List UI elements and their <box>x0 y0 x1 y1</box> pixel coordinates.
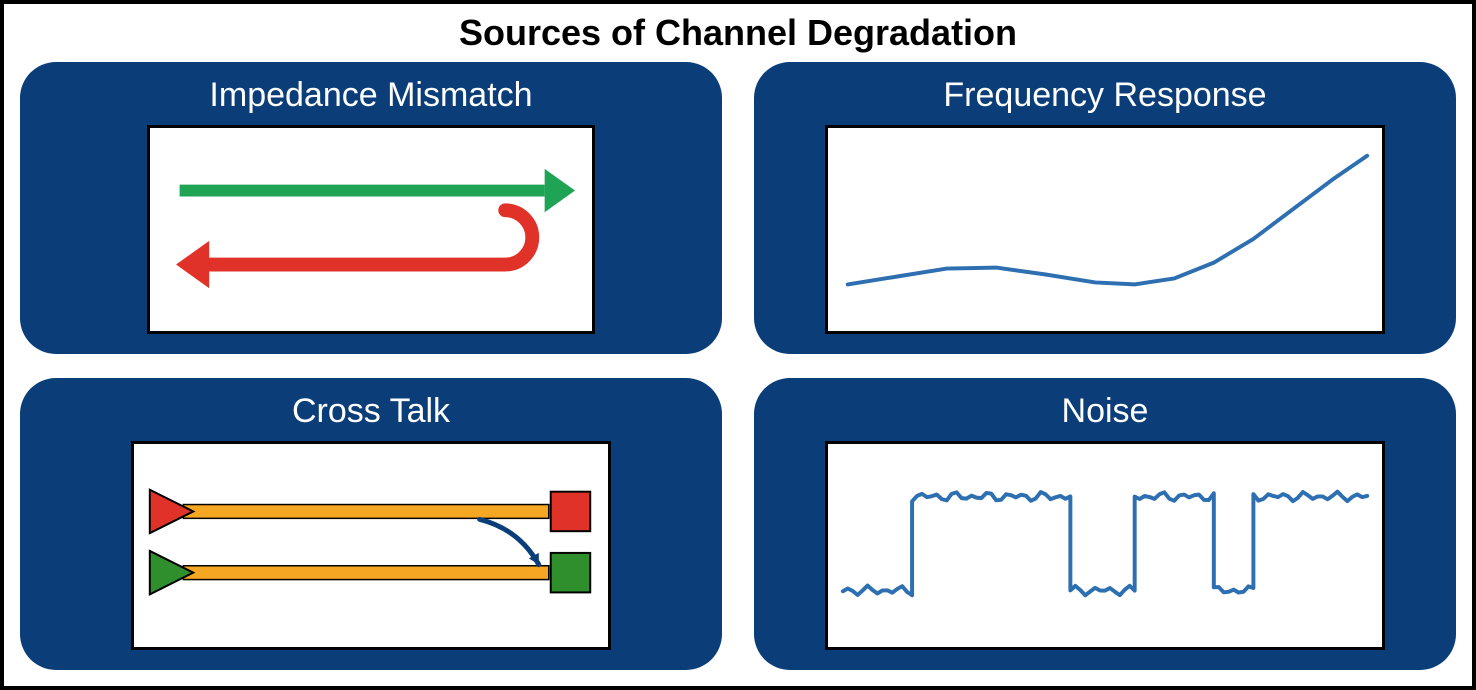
card-grid: Impedance Mismatch Frequency Response Cr… <box>20 62 1456 670</box>
card-title-crosstalk: Cross Talk <box>292 392 450 431</box>
panel-frequency <box>825 125 1385 334</box>
card-title-frequency: Frequency Response <box>943 76 1266 115</box>
card-title-impedance: Impedance Mismatch <box>209 76 532 115</box>
panel-impedance <box>147 125 595 334</box>
card-crosstalk: Cross Talk <box>20 378 722 670</box>
card-impedance: Impedance Mismatch <box>20 62 722 354</box>
diagram-outer: Sources of Channel Degradation Impedance… <box>0 0 1476 690</box>
card-title-noise: Noise <box>1062 392 1149 431</box>
card-frequency: Frequency Response <box>754 62 1456 354</box>
card-noise: Noise <box>754 378 1456 670</box>
panel-noise <box>825 441 1385 650</box>
main-title: Sources of Channel Degradation <box>20 12 1456 54</box>
panel-crosstalk <box>131 441 611 650</box>
